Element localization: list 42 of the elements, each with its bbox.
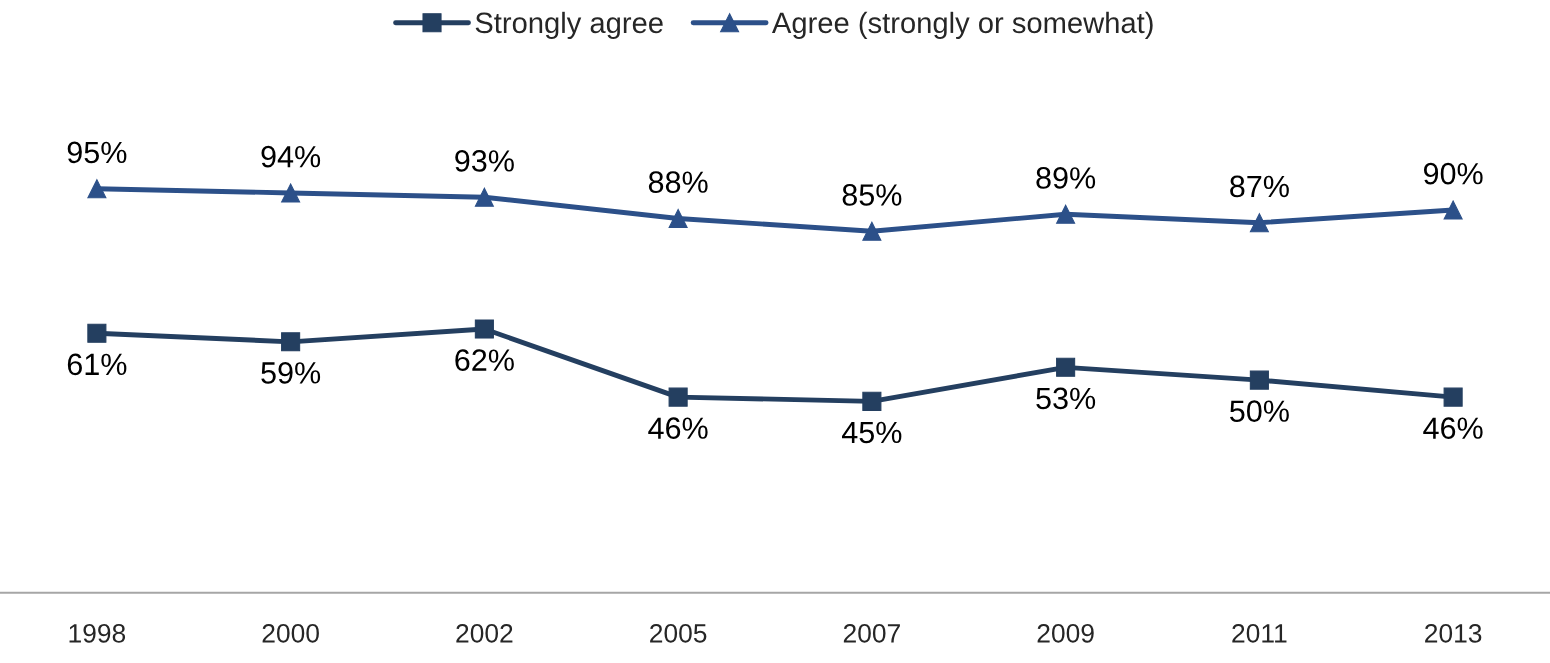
data-label: 45% (842, 421, 902, 444)
data-label: 85% (842, 184, 902, 206)
point (1249, 213, 1269, 233)
data-label: 95% (67, 141, 127, 164)
data-label: 50% (1230, 400, 1289, 422)
x-tick-label: 2000 (262, 623, 319, 643)
data-label: 88% (648, 171, 708, 193)
point (1056, 357, 1076, 377)
legend-label: Strongly agree (475, 11, 663, 39)
point (281, 183, 301, 203)
point (862, 391, 882, 411)
x-tick-label: 2013 (1425, 623, 1482, 643)
data-label: 61% (67, 353, 127, 376)
x-tick-label: 2002 (456, 623, 513, 643)
data-label: 59% (261, 362, 321, 384)
data-label: 93% (455, 150, 514, 172)
data-label: 89% (1036, 167, 1096, 189)
point (474, 187, 494, 207)
point (281, 332, 301, 352)
point (1249, 370, 1269, 390)
point (668, 387, 688, 407)
data-label: 87% (1230, 175, 1289, 198)
point (87, 179, 107, 199)
point (87, 323, 107, 343)
data-label: 53% (1036, 387, 1096, 410)
x-tick-label: 2011 (1232, 623, 1287, 643)
data-label: 46% (648, 417, 708, 439)
x-tick-label: 2005 (650, 623, 707, 643)
point (1056, 204, 1076, 224)
point (668, 208, 688, 229)
x-tick-label: 2007 (843, 623, 900, 643)
x-tick-label: 1998 (69, 623, 126, 643)
data-label: 90% (1423, 162, 1483, 185)
point (1443, 387, 1463, 407)
data-label: 62% (455, 349, 514, 371)
x-tick-label: 2009 (1037, 623, 1094, 643)
data-label: 94% (261, 145, 321, 168)
legend-label: Agree (strongly or somewhat) (771, 11, 1153, 39)
point (862, 221, 882, 241)
point (474, 319, 494, 339)
point (1443, 200, 1463, 220)
data-label: 46% (1423, 417, 1483, 439)
